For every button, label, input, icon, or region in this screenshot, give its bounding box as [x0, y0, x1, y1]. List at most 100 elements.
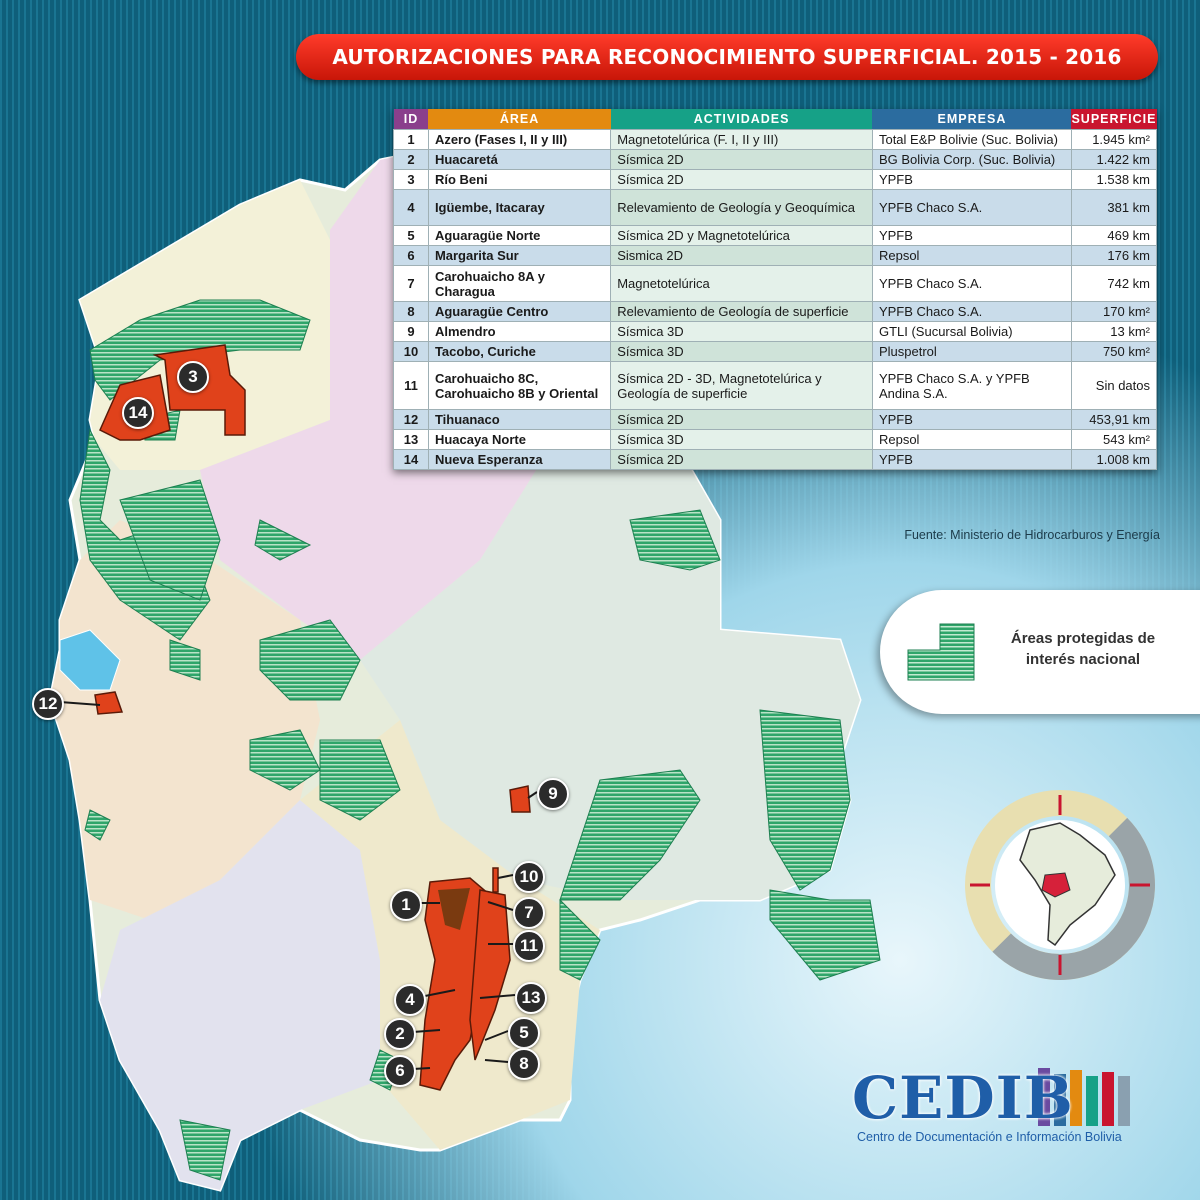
header-id: ID [393, 109, 429, 130]
protected-area-swatch-icon [907, 623, 975, 681]
region-santa-cruz [360, 380, 860, 900]
map-marker: 1 [390, 889, 422, 921]
cell-id: 5 [393, 225, 429, 246]
authorizations-table: ID ÁREA ACTIVIDADES EMPRESA SUPERFICIE 1… [393, 109, 1158, 470]
cell-empresa: Repsol [871, 245, 1072, 266]
cell-superficie: 1.538 km [1070, 169, 1158, 190]
source-note: Fuente: Ministerio de Hidrocarburos y En… [904, 528, 1160, 542]
map-marker: 13 [515, 982, 547, 1014]
map-marker: 3 [177, 361, 209, 393]
map-marker: 5 [508, 1017, 540, 1049]
map-marker: 9 [537, 778, 569, 810]
cell-empresa: Repsol [871, 429, 1072, 450]
cell-actividades: Magnetotelúrica (F. I, II y III) [610, 129, 873, 150]
cell-area: Carohuaicho 8A y Charagua [427, 265, 612, 302]
table-row: 9 Almendro Sísmica 3D GTLI (Sucursal Bolivi… [393, 321, 1158, 342]
cell-id: 8 [393, 301, 429, 322]
cell-empresa: Pluspetrol [871, 341, 1072, 362]
cell-id: 14 [393, 449, 429, 470]
table-row: 8 Aguaragüe Centro Relevamiento de Geologí… [393, 301, 1158, 322]
south-america-inset [965, 790, 1155, 980]
cell-superficie: 453,91 km [1070, 409, 1158, 430]
cell-empresa: YPFB Chaco S.A. y YPFB Andina S.A. [871, 361, 1072, 410]
region-la-paz [50, 520, 320, 920]
header-actividades: ACTIVIDADES [610, 109, 873, 130]
table-row: 1 Azero (Fases I, II y III) Magnetotelúric… [393, 129, 1158, 150]
table-row: 14 Nueva Esperanza Sísmica 2D YPFB 1.008 km [393, 449, 1158, 470]
cell-superficie: 543 km² [1070, 429, 1158, 450]
legend-label: Áreas protegidas de interés nacional [1010, 630, 1156, 668]
logo-subtitle: Centro de Documentación e Información Bo… [857, 1130, 1122, 1144]
cell-superficie: 170 km² [1070, 301, 1158, 322]
cell-superficie: 1.945 km² [1070, 129, 1158, 150]
cell-area: Tihuanaco [427, 409, 612, 430]
cell-actividades: Relevamiento de Geología y Geoquímica [610, 189, 873, 226]
cell-superficie: 469 km [1070, 225, 1158, 246]
table-row: 4 Igüembe, Itacaray Relevamiento de Geolog… [393, 189, 1158, 226]
cell-superficie: 1.008 km [1070, 449, 1158, 470]
page-title: AUTORIZACIONES PARA RECONOCIMIENTO SUPER… [296, 34, 1158, 80]
table-row: 5 Aguaragüe Norte Sísmica 2D y Magnetotelú… [393, 225, 1158, 246]
header-superficie: SUPERFICIE [1071, 109, 1157, 130]
cell-id: 12 [393, 409, 429, 430]
map-marker: 4 [394, 984, 426, 1016]
cell-actividades: Relevamiento de Geología de superficie [610, 301, 873, 322]
cell-empresa: GTLI (Sucursal Bolivia) [871, 321, 1072, 342]
cell-empresa: BG Bolivia Corp. (Suc. Bolivia) [871, 149, 1072, 170]
cell-empresa: YPFB [871, 449, 1072, 470]
cell-actividades: Sísmica 2D y Magnetotelúrica [610, 225, 873, 246]
map-marker: 10 [513, 861, 545, 893]
region-potosi [100, 800, 380, 1190]
cell-actividades: Sísmica 3D [610, 341, 873, 362]
cell-empresa: YPFB Chaco S.A. [871, 301, 1072, 322]
map-marker: 7 [513, 897, 545, 929]
cell-area: Azero (Fases I, II y III) [427, 129, 612, 150]
cell-actividades: Sísmica 3D [610, 429, 873, 450]
cell-area: Aguaragüe Centro [427, 301, 612, 322]
map-marker: 6 [384, 1055, 416, 1087]
cell-area: Huacaya Norte [427, 429, 612, 450]
table-row: 2 Huacaretá Sísmica 2D BG Bolivia Corp. (Su… [393, 149, 1158, 170]
cell-empresa: YPFB Chaco S.A. [871, 265, 1072, 302]
cell-empresa: YPFB [871, 169, 1072, 190]
cell-actividades: Sísmica 3D [610, 321, 873, 342]
header-area: ÁREA [428, 109, 611, 130]
cell-area: Margarita Sur [427, 245, 612, 266]
cell-id: 11 [393, 361, 429, 410]
cell-id: 9 [393, 321, 429, 342]
logo-name: CEDIB [852, 1064, 1074, 1132]
cell-empresa: Total E&P Bolivie (Suc. Bolivia) [871, 129, 1072, 150]
cell-id: 10 [393, 341, 429, 362]
cell-superficie: 750 km² [1070, 341, 1158, 362]
cell-area: Río Beni [427, 169, 612, 190]
cell-superficie: 1.422 km [1070, 149, 1158, 170]
table-row: 11 Carohuaicho 8C, Carohuaicho 8B y Orien… [393, 361, 1158, 410]
map-marker: 12 [32, 688, 64, 720]
cell-empresa: YPFB Chaco S.A. [871, 189, 1072, 226]
cell-id: 4 [393, 189, 429, 226]
cell-area: Huacaretá [427, 149, 612, 170]
cell-superficie: 381 km [1070, 189, 1158, 226]
table-row: 13 Huacaya Norte Sísmica 3D Repsol 543 km² [393, 429, 1158, 450]
cell-id: 13 [393, 429, 429, 450]
lake-titicaca [59, 629, 121, 691]
header-empresa: EMPRESA [872, 109, 1072, 130]
logo-books-icon [1038, 1068, 1130, 1126]
cell-actividades: Sísmica 2D - 3D, Magnetotelúrica y Geolo… [610, 361, 873, 410]
cell-superficie: 176 km [1070, 245, 1158, 266]
cell-actividades: Sísmica 2D [610, 149, 873, 170]
cell-actividades: Sísmica 2D [610, 449, 873, 470]
cell-actividades: Sísmica 2D [610, 169, 873, 190]
cell-actividades: Sísmica 2D [610, 409, 873, 430]
cell-id: 7 [393, 265, 429, 302]
cell-id: 6 [393, 245, 429, 266]
cell-superficie: Sin datos [1070, 361, 1158, 410]
block-1-detail [438, 888, 470, 930]
legend: Áreas protegidas de interés nacional [880, 590, 1200, 714]
cell-area: Tacobo, Curiche [427, 341, 612, 362]
table-row: 7 Carohuaicho 8A y Charagua Magnetotelúric… [393, 265, 1158, 302]
table-row: 3 Río Beni Sísmica 2D YPFB 1.538 km [393, 169, 1158, 190]
cell-empresa: YPFB [871, 225, 1072, 246]
cell-actividades: Magnetotelúrica [610, 265, 873, 302]
map-marker: 14 [122, 397, 154, 429]
